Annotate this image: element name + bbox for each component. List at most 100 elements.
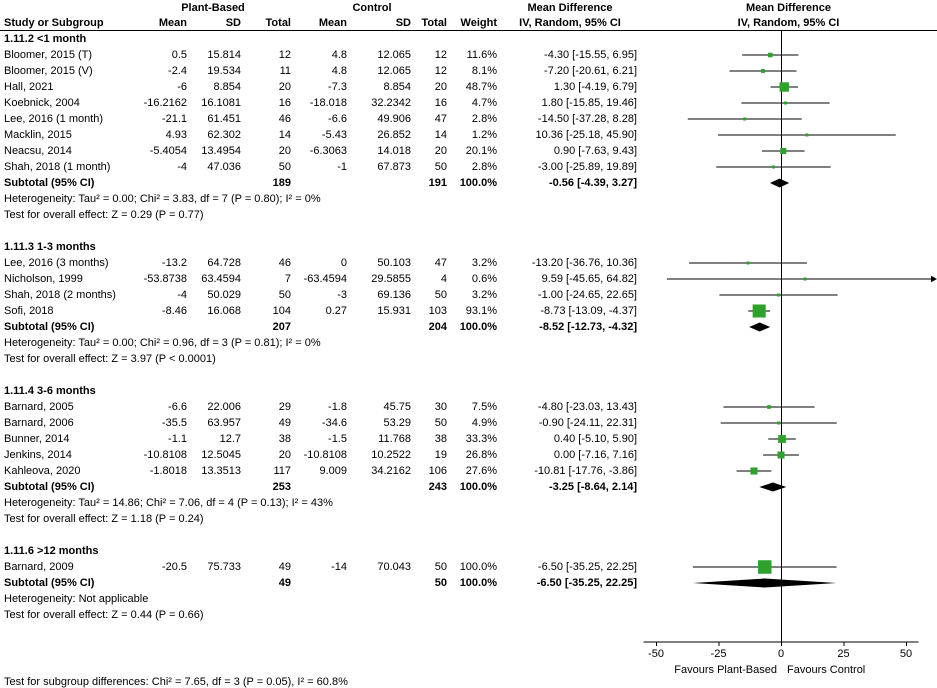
plant-total: 11	[279, 65, 291, 77]
plot-cell	[640, 527, 937, 543]
control-mean: -63.4594	[303, 273, 347, 285]
plot-cell	[640, 255, 937, 271]
forest-plot-svg	[736, 463, 782, 479]
forest-plot-svg	[781, 367, 782, 383]
control-sd: 32.2342	[371, 97, 411, 109]
plot-cell: Favours Plant-Based Favours Control	[640, 663, 937, 676]
control-sd: 12.065	[377, 49, 411, 61]
header-control-sd: SD	[395, 16, 411, 29]
plant-total: 20	[278, 81, 291, 93]
plant-total: 50	[278, 161, 291, 173]
forest-plot-svg	[781, 351, 782, 367]
forest-plot-svg	[781, 239, 782, 255]
weight: 0.6%	[471, 273, 497, 285]
study-row: Kahleova, 2020 -1.8018 13.3513 117 9.009 34.2…	[0, 463, 937, 479]
plant-total: 46	[278, 113, 291, 125]
plot-cell	[640, 303, 937, 319]
effect-square	[805, 133, 809, 137]
control-sd: 11.768	[378, 433, 411, 445]
overall-test-row: Test for overall effect: Z = 0.44 (P = 0…	[0, 607, 937, 623]
control-total: 50	[434, 561, 447, 573]
control-mean: -1.8	[328, 401, 347, 413]
plant-total: 16	[278, 97, 291, 109]
plot-cell	[640, 431, 937, 447]
md-ci-text: 0.00 [-7.16, 7.16]	[553, 449, 637, 461]
axis-tick-label: -50	[648, 648, 664, 660]
forest-plot-svg: -50 -25 0 25 50	[643, 639, 919, 660]
plant-sd: 62.302	[207, 129, 241, 141]
control-sd: 70.043	[377, 561, 411, 573]
control-total: 50	[434, 577, 447, 589]
axis-tick-label: 0	[778, 648, 784, 660]
study-row: Shah, 2018 (1 month) -4 47.036 50 -1 67.873 50…	[0, 159, 937, 175]
effect-square	[777, 293, 780, 297]
plant-mean: -10.8108	[143, 449, 187, 461]
control-sd: 10.2522	[371, 449, 411, 461]
spacer-row	[0, 623, 937, 639]
study-row: Lee, 2016 (3 months) -13.2 64.728 46 0 50.103…	[0, 255, 937, 271]
md-ci-text: -10.81 [-17.76, -3.86]	[534, 465, 637, 477]
effect-square	[772, 165, 775, 169]
plot-cell	[640, 575, 937, 591]
effect-square	[780, 147, 787, 155]
plot-cell	[640, 47, 937, 63]
control-total: 103	[428, 305, 447, 317]
md-ci-text: 9.59 [-45.65, 64.82]	[541, 273, 637, 285]
ci-arrow-right	[931, 275, 937, 283]
forest-plot-svg	[692, 575, 837, 591]
control-mean: -34.6	[321, 417, 347, 429]
md-ci-text: 1.30 [-4.19, 6.79]	[553, 81, 637, 93]
effect-square	[758, 560, 772, 574]
control-mean: 0.27	[325, 305, 347, 317]
plot-cell	[640, 495, 937, 511]
favours-row: Favours Plant-Based Favours Control	[0, 663, 937, 676]
study-label: Nicholson, 1999	[4, 273, 83, 285]
header-study-label: Study or Subgroup	[4, 16, 104, 29]
forest-plot-svg	[770, 79, 798, 95]
plant-total: 49	[278, 577, 291, 589]
plant-mean: -1.8018	[149, 465, 187, 477]
header-control-mean: Mean	[318, 16, 347, 29]
forest-plot-svg	[742, 47, 799, 63]
control-mean: -6.3063	[309, 145, 347, 157]
control-sd: 45.75	[383, 401, 411, 413]
effect-square	[784, 101, 787, 105]
spacer-row	[0, 223, 937, 239]
plant-mean: -4	[177, 289, 187, 301]
forest-plot-svg	[687, 111, 802, 127]
plant-mean: -8.46	[161, 305, 187, 317]
plant-total: 117	[273, 465, 291, 477]
overall-test-row-label: Test for overall effect: Z = 3.97 (P < 0…	[4, 353, 216, 365]
plant-sd: 47.036	[207, 161, 241, 173]
header-row-groups: Plant-Based Control Mean Difference Mean…	[0, 0, 937, 15]
plot-cell	[640, 239, 937, 255]
plant-sd: 16.1081	[201, 97, 241, 109]
md-ci-text: -13.20 [-36.76, 10.36]	[531, 257, 637, 269]
subtotal-label: Subtotal (95% CI)	[4, 481, 95, 493]
forest-plot-svg	[761, 143, 805, 159]
header-control-total: Total	[421, 16, 447, 29]
plant-sd: 75.733	[207, 561, 241, 573]
weight: 100.0%	[459, 561, 497, 573]
control-sd: 8.854	[383, 81, 411, 93]
forest-plot-svg	[716, 159, 831, 175]
plant-sd: 63.4594	[201, 273, 241, 285]
study-label: Bunner, 2014	[4, 433, 70, 445]
plant-mean: -1.1	[168, 433, 187, 445]
forest-plot-svg	[781, 207, 782, 223]
plant-mean: -53.8738	[143, 273, 187, 285]
forest-plot-svg	[781, 495, 782, 511]
overall-test-row-label: Test for overall effect: Z = 1.18 (P = 0…	[4, 513, 204, 525]
forest-plot-svg	[781, 527, 782, 543]
weight: 100.0%	[459, 577, 497, 589]
control-mean: 4.8	[331, 49, 347, 61]
subgroup-header-row: 1.11.6 >12 months	[0, 543, 937, 559]
control-mean: -14	[331, 561, 347, 573]
heterogeneity-row-label: Heterogeneity: Not applicable	[4, 593, 149, 605]
study-row: Barnard, 2005 -6.6 22.006 29 -1.8 45.75 30 7.5%…	[0, 399, 937, 415]
header-md-method-text: IV, Random, 95% CI	[519, 16, 621, 29]
subtotal-row: Subtotal (95% CI) 49 50 100.0% -6.50 [-35.25…	[0, 575, 937, 591]
study-row: Hall, 2021 -6 8.854 20 -7.3 8.854 20 48.7% 1.30 …	[0, 79, 937, 95]
plot-cell	[640, 479, 937, 495]
forest-plot-svg	[770, 175, 790, 191]
